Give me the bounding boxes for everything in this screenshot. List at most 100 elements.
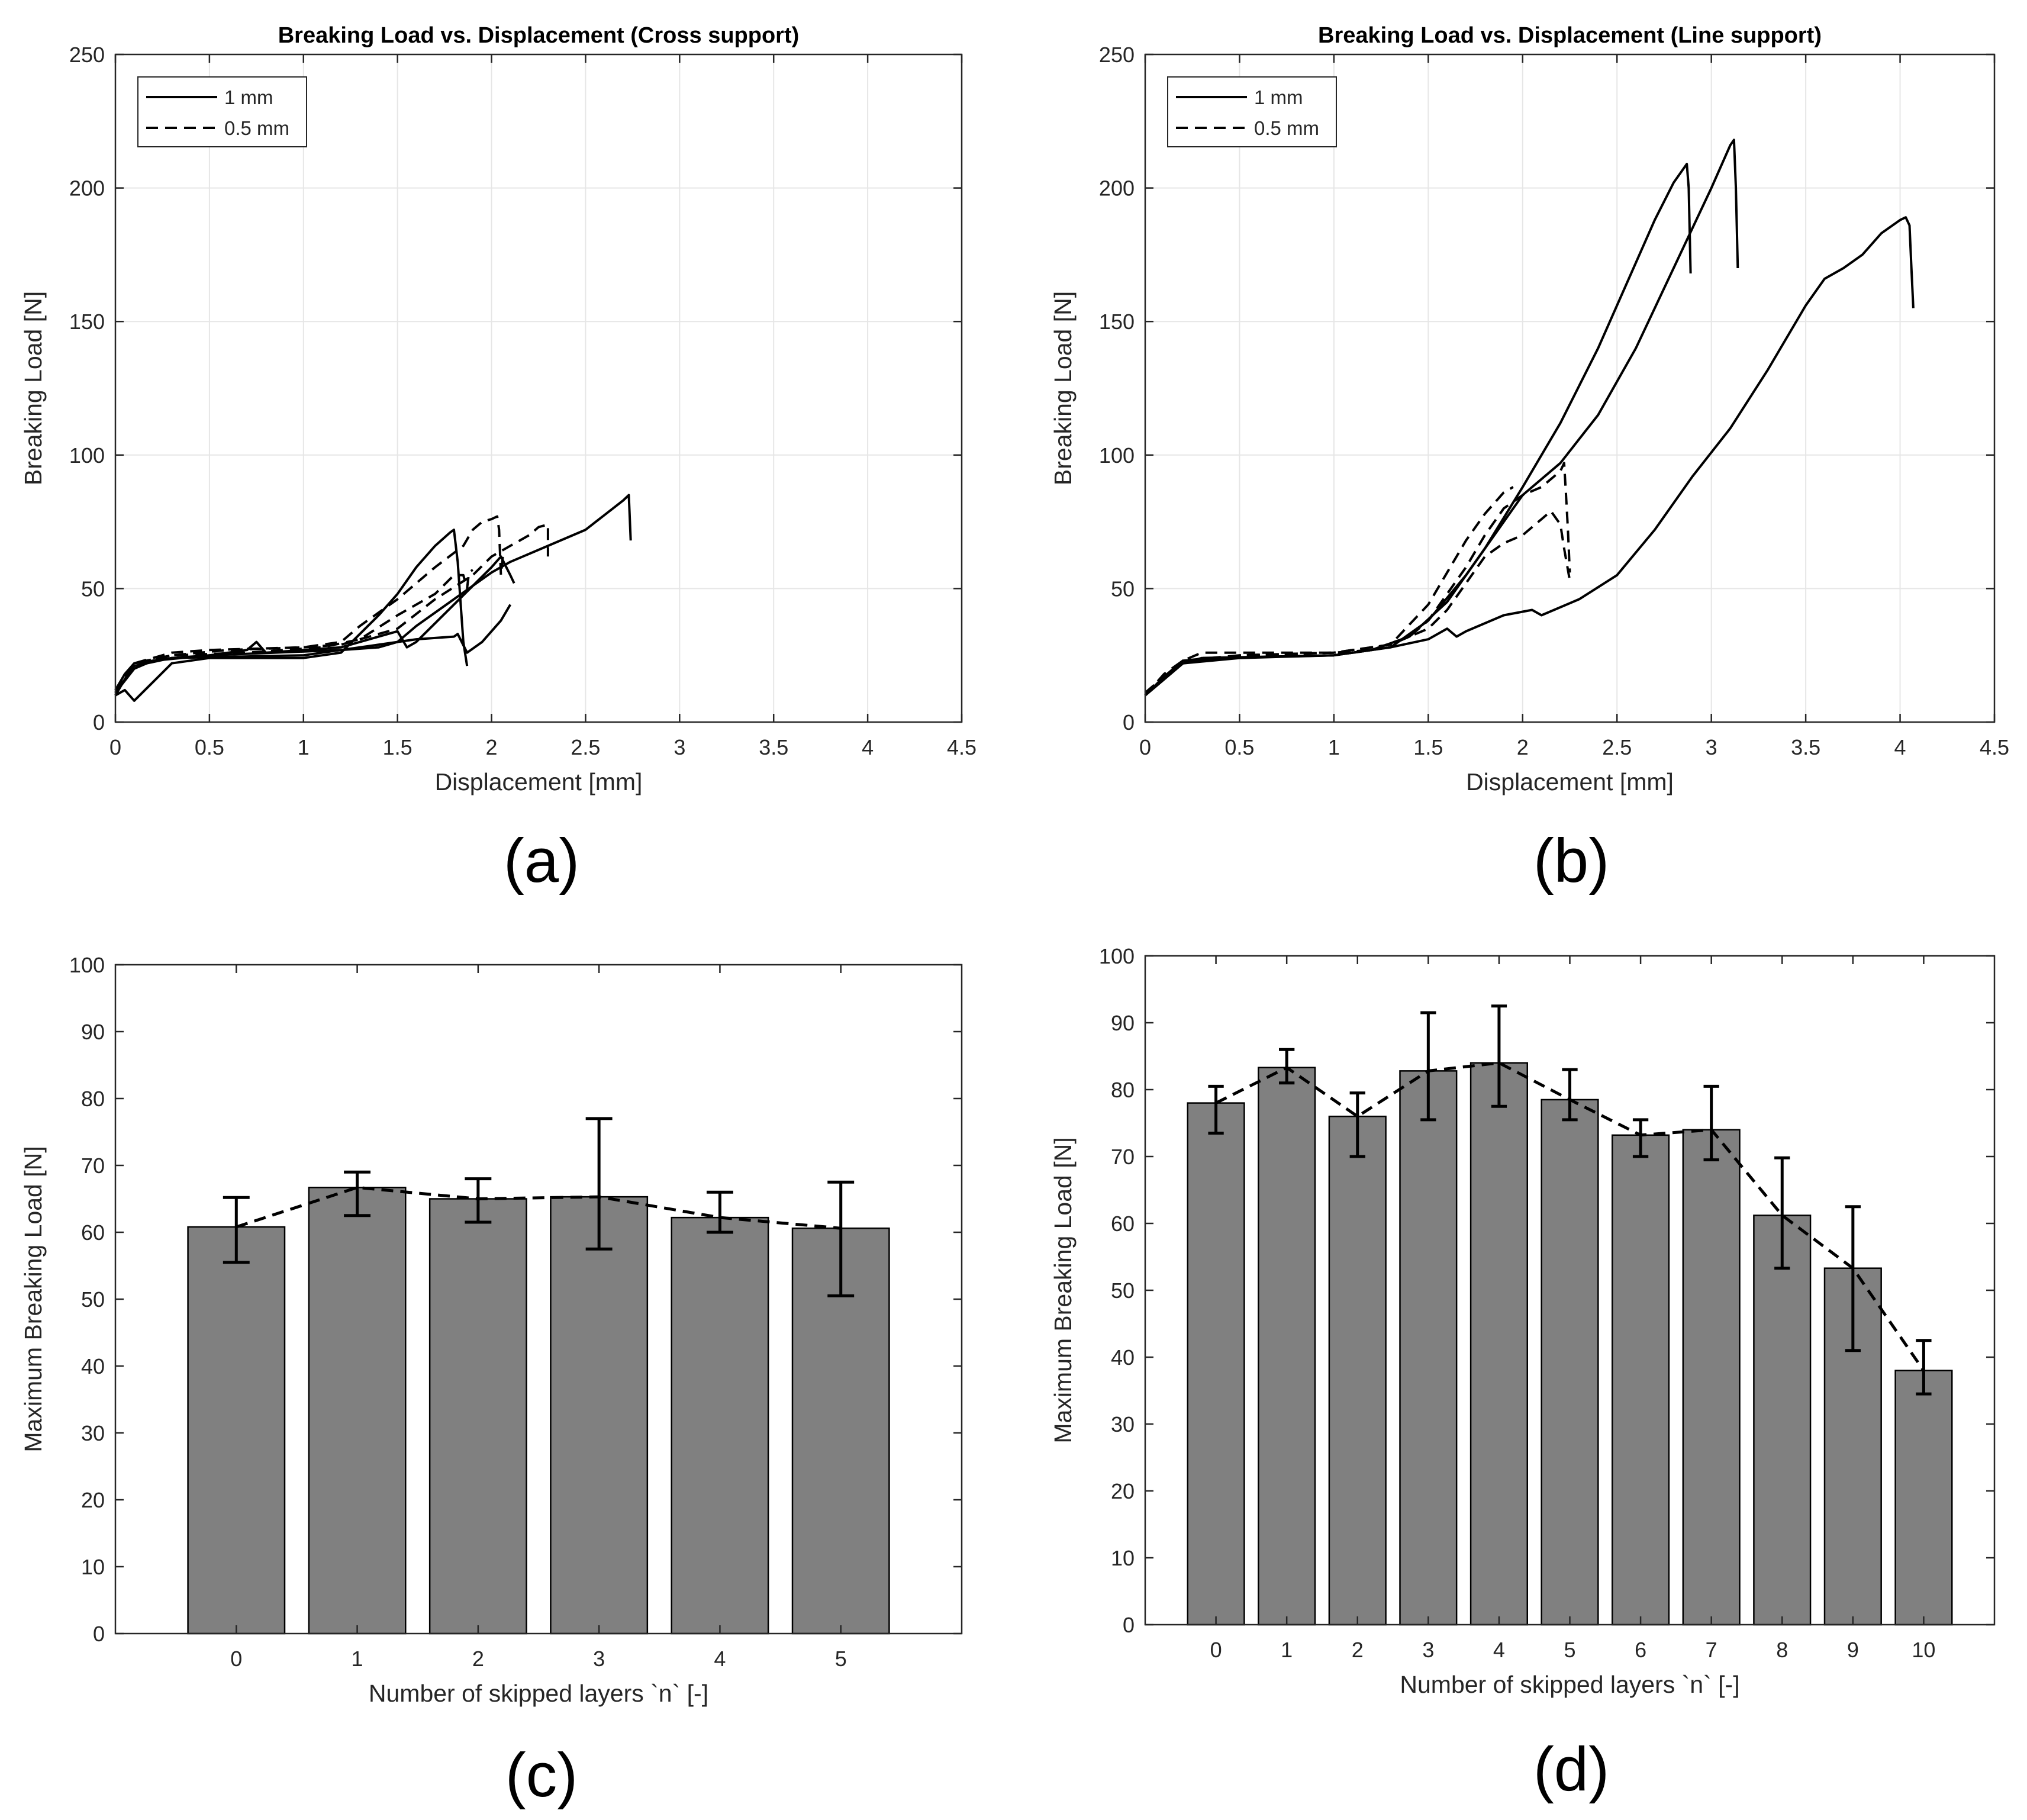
panel-b-y-tick-label: 200 [1099,176,1135,201]
panel-d-bar-1 [1258,1067,1316,1626]
panel-d-y-tick-label: 30 [1111,1412,1135,1436]
panel-d-error-bar-9 [1845,1205,1861,1352]
panel-d-x-tick-label: 7 [1706,1638,1717,1662]
panel-b-y-tick-label: 150 [1099,310,1135,334]
panel-b-legend-entry-05mm: 0.5 mm [1254,117,1319,139]
panel-b-series-3-dashed-0-5mm [1144,462,1571,697]
panel-d-y-tick-label: 70 [1111,1145,1135,1169]
panel-a-x-tick-label: 0 [109,735,121,759]
panel-b-x-tick-label: 3 [1706,735,1717,759]
panel-b-x-tick-label: 3.5 [1791,735,1820,759]
panel-c-bar-3 [550,1196,649,1635]
panel-a-series-3-solid-1mm [114,555,515,694]
panel-c-error-bar-4 [706,1190,733,1234]
panel-c-label: (c) [505,1741,578,1810]
panel-a-y-tick-label: 150 [69,310,105,334]
panel-c-bar-0 [187,1226,286,1635]
panel-a-ticks: 0 0.5 1 1.5 2 2.5 3 3.5 4 4.5 0 50 100 150 200 250 [69,43,977,759]
panel-c-y-tick-label: 50 [81,1287,105,1312]
panel-b-series-2-solid-1mm [1144,216,1915,697]
panel-b-x-tick-label: 4 [1894,735,1906,759]
panel-c-error-bar-2 [465,1177,492,1224]
panel-b-grid [1145,54,1994,722]
panel-b-legend-entry-1mm: 1 mm [1254,86,1303,108]
panel-d-x-tick-label: 2 [1352,1638,1364,1662]
panel-a-y-tick-label: 50 [81,576,105,601]
panel-c-x-tick-label: 0 [230,1647,242,1671]
panel-a-grid [115,54,962,722]
panel-c-y-tick-label: 100 [69,953,105,977]
panel-b-label: (b) [1533,826,1609,895]
panel-a-y-tick-label: 0 [93,710,105,735]
panel-b-x-tick-label: 2.5 [1602,735,1632,759]
panel-c-bar-1 [308,1187,407,1635]
panel-b-axes-box [1144,53,1996,723]
panel-b-y-tick-label: 250 [1099,43,1135,67]
panel-c-plot-area [187,1117,890,1635]
panel-d-ticks: 0 10 20 30 40 50 60 70 80 90 100 0 1 2 3 4 5 6 7 8 9 10 [1099,944,1994,1662]
panel-d-error-bar-2 [1349,1091,1365,1158]
panel-d-x-tick-label: 9 [1847,1638,1859,1662]
panel-d-y-tick-label: 0 [1123,1613,1135,1637]
panel-d-y-tick-label: 90 [1111,1011,1135,1035]
panel-a-x-tick-label: 4.5 [947,735,977,759]
panel-d-bar-6 [1612,1134,1670,1626]
panel-d-plot-area [1187,1004,1953,1626]
panel-c-x-axis-label: Number of skipped layers `n` [-] [369,1680,708,1707]
panel-a-label: (a) [504,826,579,895]
panel-c-error-bar-5 [827,1180,855,1297]
panel-a-title: Breaking Load vs. Displacement (Cross su… [278,23,800,48]
panel-a-legend-box [137,76,307,147]
panel-a-x-tick-label: 4 [862,735,874,759]
panel-d-y-tick-label: 20 [1111,1479,1135,1503]
panel-c-error-bar-1 [344,1170,371,1217]
panel-b-legend-box [1167,76,1337,147]
panel-c-y-tick-label: 30 [81,1421,105,1445]
panel-a-x-tick-label: 0.5 [195,735,224,759]
panel-c-bar-chart: 0 10 20 30 40 50 60 70 80 90 100 0 1 2 3 4 5 Number of s… [20,953,963,1810]
panel-b-y-tick-label: 50 [1111,576,1135,601]
panel-a-plot-area [114,494,632,702]
panel-d-y-tick-label: 40 [1111,1345,1135,1370]
panel-d-error-bar-6 [1632,1118,1649,1158]
panel-a-x-tick-label: 2.5 [571,735,600,759]
panel-b-x-tick-label: 4.5 [1980,735,2009,759]
panel-a-series-4-dashed-0-5mm [114,523,549,696]
panel-c-y-tick-label: 60 [81,1220,105,1245]
panel-b-y-tick-label: 0 [1123,710,1135,735]
panel-d-x-tick-label: 10 [1912,1638,1935,1662]
panel-a-cross-support-chart: 0 0.5 1 1.5 2 2.5 3 3.5 4 4.5 0 50 100 150 200 250 Brea… [20,23,977,895]
panel-a-y-tick-label: 250 [69,43,105,67]
panel-c-mean-trend-line [236,1186,841,1230]
panel-d-x-tick-label: 5 [1564,1638,1575,1662]
panel-d-x-tick-label: 0 [1210,1638,1222,1662]
panel-a-y-axis-label: Breaking Load [N] [20,291,47,485]
panel-a-series-6-dashed-0-5mm [114,569,473,691]
panel-a-series-0-solid-1mm [115,529,469,702]
panel-d-x-tick-label: 3 [1422,1638,1434,1662]
panel-c-y-tick-label: 0 [93,1622,105,1646]
panel-b-plot-area [1144,138,1915,697]
panel-d-error-bar-7 [1703,1084,1719,1162]
panel-c-y-axis-label: Maximum Breaking Load [N] [20,1146,47,1452]
panel-b-x-tick-label: 1.5 [1413,735,1443,759]
panel-d-bar-4 [1470,1062,1528,1626]
panel-c-ticks: 0 10 20 30 40 50 60 70 80 90 100 0 1 2 3 4 5 [69,953,962,1671]
panel-b-x-tick-label: 1 [1328,735,1340,759]
panel-c-error-bar-3 [585,1117,613,1251]
panel-a-legend-entry-05mm: 0.5 mm [224,117,289,139]
panel-d-bar-5 [1541,1099,1599,1626]
panel-a-x-tick-label: 3 [673,735,685,759]
panel-d-y-tick-label: 100 [1099,944,1135,968]
panel-a-axes-box [114,53,963,723]
panel-b-y-tick-label: 100 [1099,443,1135,468]
panel-c-y-tick-label: 70 [81,1154,105,1178]
panel-a-x-axis-label: Displacement [mm] [435,768,643,795]
panel-d-y-tick-label: 80 [1111,1078,1135,1102]
panel-c-x-tick-label: 5 [835,1647,847,1671]
panel-b-x-tick-label: 0.5 [1224,735,1254,759]
panel-d-x-tick-label: 8 [1776,1638,1788,1662]
panel-d-x-tick-label: 4 [1493,1638,1505,1662]
panel-b-line-support-chart: 0 0.5 1 1.5 2 2.5 3 3.5 4 4.5 0 50 100 150 200 250 Brea… [1049,23,2009,895]
